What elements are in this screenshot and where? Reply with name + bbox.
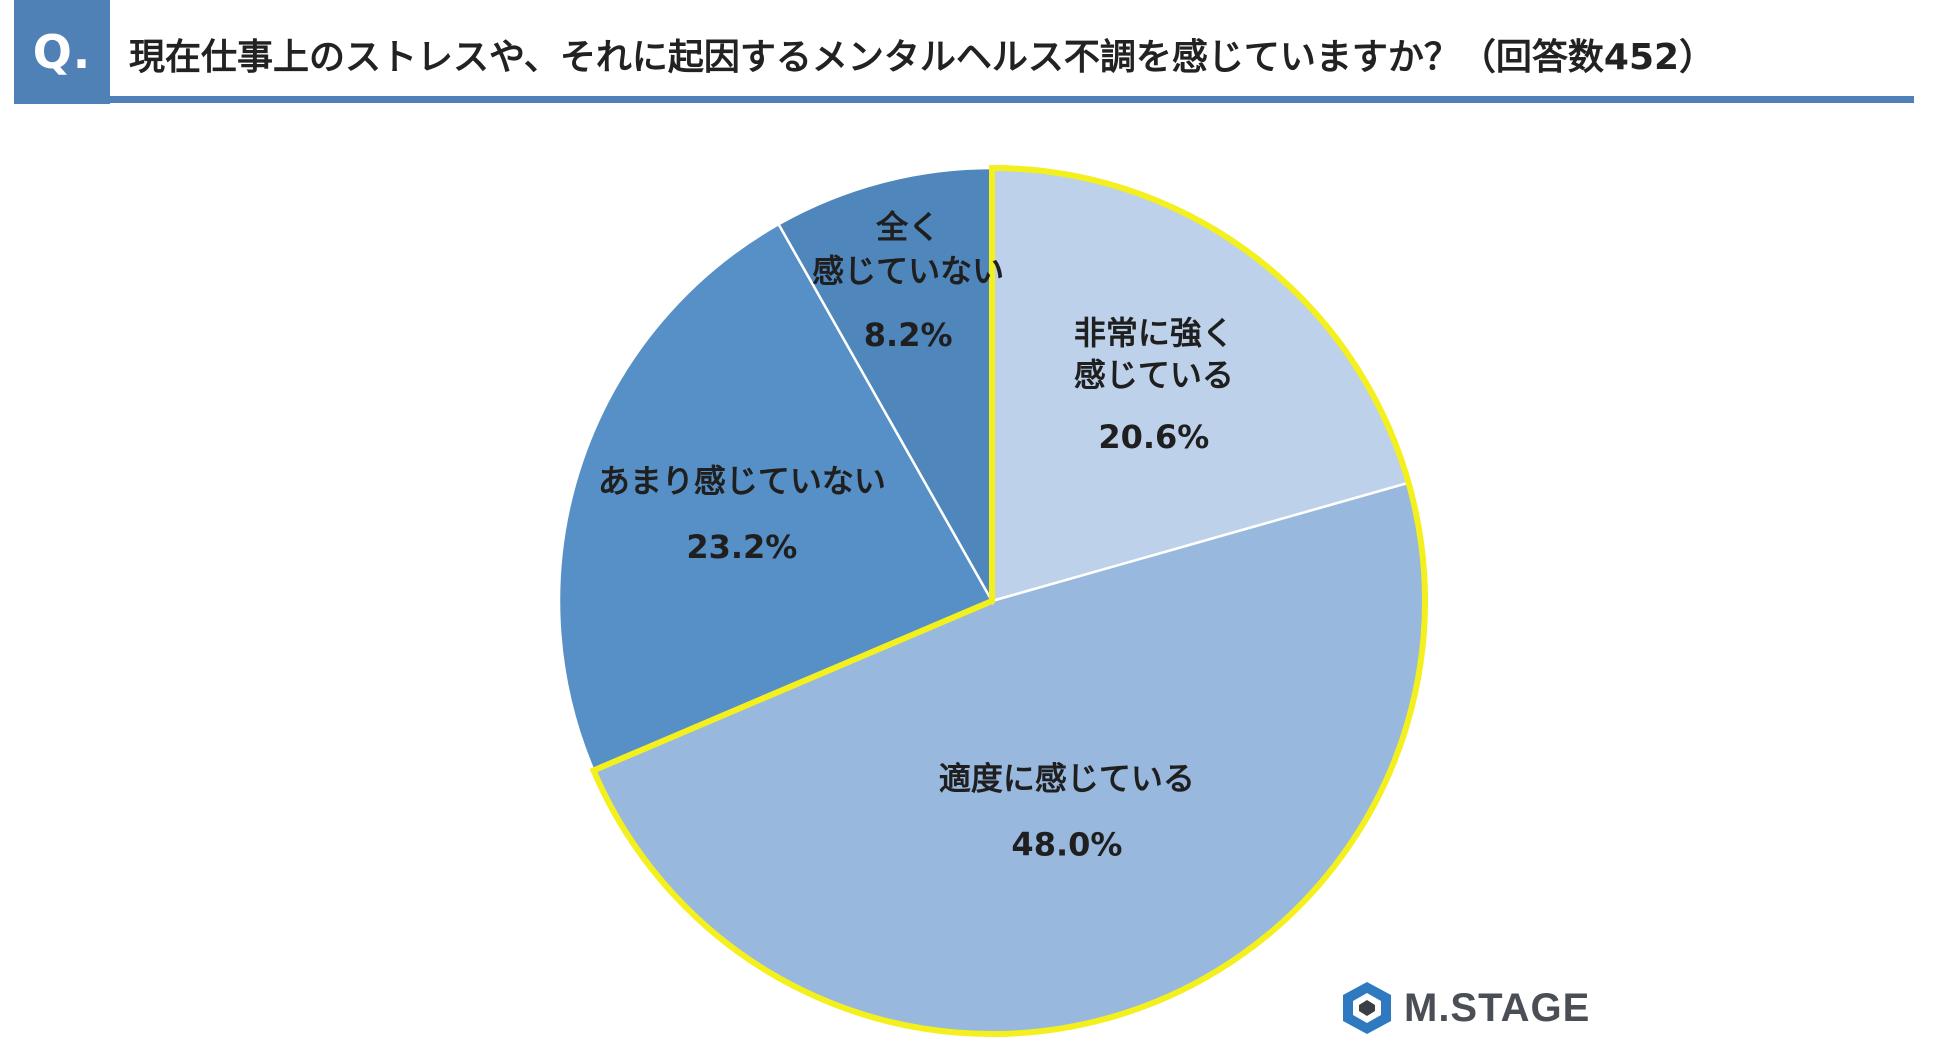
pie-value-label-2: 23.2% [686,528,797,566]
pie-label-3-line-1: 感じていない [812,252,1004,290]
pie-slices [557,166,1427,1036]
pie-highlight-path [589,164,1428,1037]
pie-label-0-line-1: 感じている [1074,356,1234,394]
logo-text: M.STAGE [1404,985,1591,1030]
pie-value-label-3: 8.2% [864,316,953,354]
pie-slice-3 [776,166,994,606]
pie-label-0-line-0: 非常に強く [1074,314,1234,352]
pie-value-label-0: 20.6% [1098,418,1209,456]
hexagon-logo-icon [1343,982,1391,1034]
pie-value-label-1: 48.0% [1011,825,1122,863]
header-divider [14,96,1914,103]
pie-slice-2 [557,222,994,773]
question-badge: Q. [14,0,110,104]
pie-highlight-outline [589,164,1428,1037]
pie-label-2-line-0: あまり感じていない [598,462,886,500]
pie-label-3-line-0: 全く [875,208,940,246]
pie-label-1-line-0: 適度に感じている [939,759,1195,797]
header: Q. 現在仕事上のストレスや、それに起因するメンタルヘルス不調を感じていますか？… [14,0,1914,104]
page-title: 現在仕事上のストレスや、それに起因するメンタルヘルス不調を感じていますか？（回答… [129,37,1716,78]
brand-logo: M.STAGE [1340,980,1590,1036]
